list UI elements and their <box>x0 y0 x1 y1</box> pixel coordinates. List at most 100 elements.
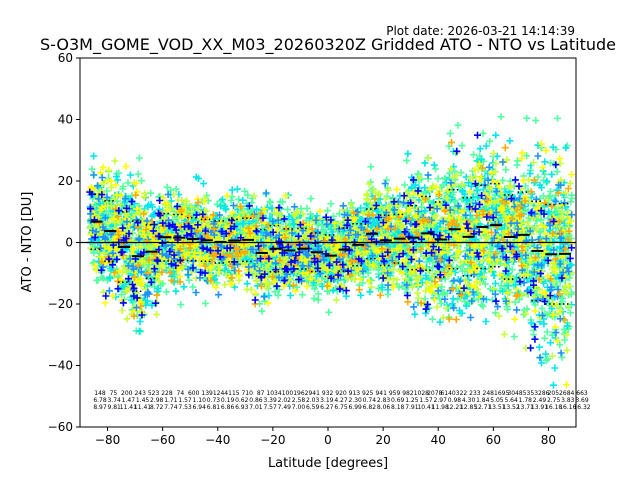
mean-markers <box>90 220 571 258</box>
mean-label: 3.19 <box>320 397 334 404</box>
x-axis-label: Latitude [degrees] <box>268 456 388 471</box>
std-label: 8.72 <box>150 404 164 411</box>
count-label: 6140 <box>440 390 455 397</box>
std-label: 7.53 <box>178 404 192 411</box>
mean-label: 2.97 <box>434 397 448 404</box>
count-label: 932 <box>322 390 334 397</box>
count-label: 115 <box>228 390 240 397</box>
mean-label: 1.45 <box>136 397 150 404</box>
count-label: 600 <box>188 390 200 397</box>
mean-label: 0.73 <box>207 397 221 404</box>
mean-label: 0.62 <box>235 397 249 404</box>
x-tick-label: 20 <box>375 433 390 447</box>
count-label: 1962 <box>293 390 308 397</box>
x-tick-label: 40 <box>431 433 446 447</box>
bin-annotations: 148 75 200 243 523 228 74 600 139 1244 115 710 87 103… <box>93 390 590 411</box>
std-label: 16.16 <box>559 404 576 411</box>
x-axis-ticks: −80 −60 −40 −20 0 20 40 60 80 <box>95 427 556 447</box>
count-label: 684 <box>563 390 575 397</box>
mean-label: 3.74 <box>107 397 121 404</box>
std-label: 6.59 <box>306 404 320 411</box>
count-label: 74 <box>177 390 185 397</box>
std-label: 9.81 <box>107 404 121 411</box>
std-label: 16.18 <box>545 404 562 411</box>
count-label: 1244 <box>213 390 228 397</box>
mean-label: 3.83 <box>561 397 575 404</box>
std-label: 7.01 <box>249 404 263 411</box>
mean-label: 1.25 <box>405 397 419 404</box>
count-label: 1028 <box>414 390 429 397</box>
count-label: 2078 <box>427 390 442 397</box>
mean-label: 2.49 <box>533 397 547 404</box>
std-label: 6.94 <box>193 404 207 411</box>
std-label: 13.52 <box>503 404 520 411</box>
count-label: 959 <box>389 390 401 397</box>
mean-label: 6.78 <box>93 397 107 404</box>
plot-date: Plot date: 2026-03-21 14:14:39 <box>386 24 575 38</box>
y-tick-label: 0 <box>65 236 73 250</box>
std-label: 10.41 <box>417 404 434 411</box>
std-label: 8.18 <box>391 404 405 411</box>
mean-label: 2.02 <box>278 397 292 404</box>
std-label: 6.75 <box>334 404 348 411</box>
x-tick-label: −60 <box>150 433 175 447</box>
std-label: 6.99 <box>348 404 362 411</box>
mean-label: 1.71 <box>164 397 178 404</box>
std-label: 12.21 <box>446 404 463 411</box>
std-label: 6.27 <box>320 404 334 411</box>
std-label: 6.81 <box>207 404 221 411</box>
count-label: 248 <box>483 390 495 397</box>
y-axis-label: ATO - NTO [DU] <box>20 192 35 293</box>
x-tick-label: −20 <box>260 433 285 447</box>
std-label: 8.06 <box>377 404 391 411</box>
count-label: 228 <box>161 390 173 397</box>
std-label: 11.41 <box>134 404 151 411</box>
std-label: 7.74 <box>164 404 178 411</box>
count-label: 1034 <box>266 390 281 397</box>
std-label: 7.00 <box>292 404 306 411</box>
count-label: 139 <box>201 390 213 397</box>
count-label: 913 <box>349 390 361 397</box>
mean-label: 1.57 <box>178 397 192 404</box>
y-tick-label: −60 <box>48 420 73 434</box>
x-tick-label: 0 <box>324 433 332 447</box>
count-label: 925 <box>362 390 374 397</box>
chart-title: S-O3M_GOME_VOD_XX_M03_20260320Z Gridded … <box>40 35 616 55</box>
count-label: 243 <box>134 390 146 397</box>
std-label: 8.97 <box>93 404 107 411</box>
count-label: 75 <box>110 390 118 397</box>
mean-label: 2.75 <box>547 397 561 404</box>
std-label: 6.86 <box>221 404 235 411</box>
y-tick-label: 20 <box>58 174 73 188</box>
mean-label: 1.10 <box>193 397 207 404</box>
mean-label: 2.03 <box>306 397 320 404</box>
count-label: 920 <box>335 390 347 397</box>
std-label: 6.82 <box>363 404 377 411</box>
x-tick-label: −80 <box>95 433 120 447</box>
count-label: 982 <box>402 390 414 397</box>
std-label: 7.57 <box>263 404 277 411</box>
mean-label: 0.69 <box>391 397 405 404</box>
count-label: 3048 <box>507 390 522 397</box>
mean-label: 1.47 <box>122 397 136 404</box>
std-label: 11.98 <box>432 404 449 411</box>
mean-label: 0.74 <box>363 397 377 404</box>
count-label: 2052 <box>548 390 563 397</box>
y-tick-label: 40 <box>58 113 73 127</box>
count-label: 200 <box>121 390 133 397</box>
y-tick-label: 60 <box>58 51 73 65</box>
mean-label: 5.64 <box>504 397 518 404</box>
count-label: 523 <box>148 390 160 397</box>
mean-label: 3.69 <box>575 397 589 404</box>
scatter-series-6 <box>95 138 573 324</box>
mean-label: 1.57 <box>419 397 433 404</box>
mean-label: 3.39 <box>263 397 277 404</box>
count-label: 3286 <box>534 390 549 397</box>
x-tick-label: 80 <box>541 433 556 447</box>
std-label: 16.32 <box>573 404 590 411</box>
std-label: 13.71 <box>517 404 534 411</box>
count-label: 941 <box>308 390 320 397</box>
mean-label: 1.78 <box>519 397 533 404</box>
y-tick-label: −40 <box>48 359 73 373</box>
